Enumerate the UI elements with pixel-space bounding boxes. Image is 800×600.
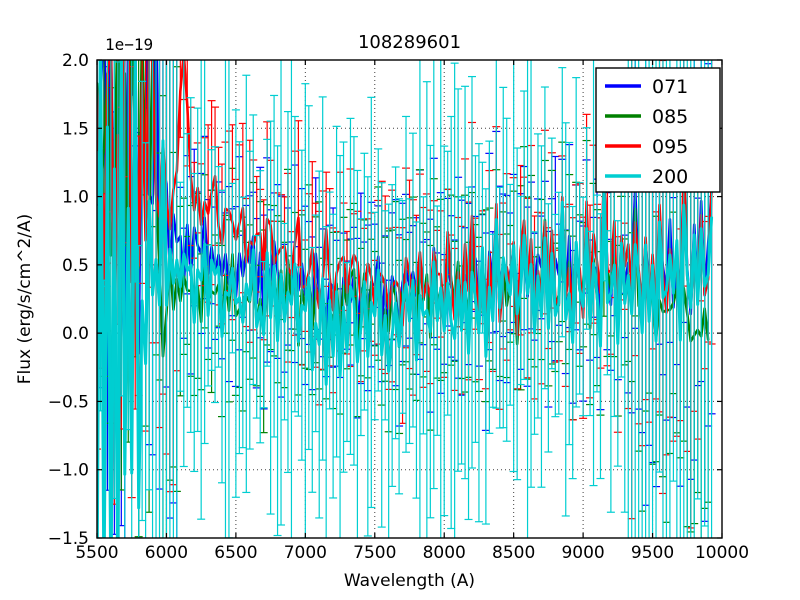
y-tick-label: 2.0 [62, 51, 89, 71]
chart-title: 108289601 [358, 32, 461, 53]
y-axis-label: Flux (erg/s/cm^2/A) [15, 214, 35, 385]
legend-entry-085[interactable]: 085 [605, 106, 688, 128]
x-tick-label: 7000 [284, 543, 327, 563]
x-tick-label: 6500 [214, 543, 257, 563]
x-tick-label: 10000 [695, 543, 749, 563]
legend-entry-095[interactable]: 095 [605, 136, 688, 158]
axes-frame [96, 59, 723, 539]
legend-label-085: 085 [652, 106, 688, 128]
x-tick-label: 9000 [561, 543, 604, 563]
legend-entry-071[interactable]: 071 [605, 76, 688, 98]
y-tick-label: 1.0 [62, 188, 89, 208]
y-tick-label: −1.0 [48, 461, 89, 481]
legend-label-200: 200 [652, 166, 688, 188]
data-series-group [97, 60, 716, 538]
x-tick-label: 8500 [492, 543, 535, 563]
y-tick-label: 1.5 [62, 119, 89, 139]
y-tick-label: −0.5 [48, 392, 89, 412]
x-tick-label: 6000 [145, 543, 188, 563]
legend-entry-200[interactable]: 200 [605, 166, 688, 188]
x-tick-label: 7500 [353, 543, 396, 563]
x-tick-label: 5500 [75, 543, 118, 563]
y-tick-label: 0.5 [62, 256, 89, 276]
legend-label-095: 095 [652, 136, 688, 158]
x-tick-label: 8000 [423, 543, 466, 563]
x-tick-label: 9500 [631, 543, 674, 563]
axis-ticks: 5500 6000 6500 7000 7500 8000 8500 9000 9500 1000… [48, 51, 749, 563]
legend-box [595, 67, 721, 193]
legend-label-071: 071 [652, 76, 688, 98]
legend[interactable]: 071 085 095 200 [595, 67, 721, 193]
series-line-200 [97, 60, 714, 538]
y-tick-label: 0.0 [62, 324, 89, 344]
x-axis-label: Wavelength (A) [344, 571, 475, 591]
y-axis-offset-text: 1e−19 [105, 35, 153, 54]
y-tick-label: −1.5 [48, 529, 89, 549]
